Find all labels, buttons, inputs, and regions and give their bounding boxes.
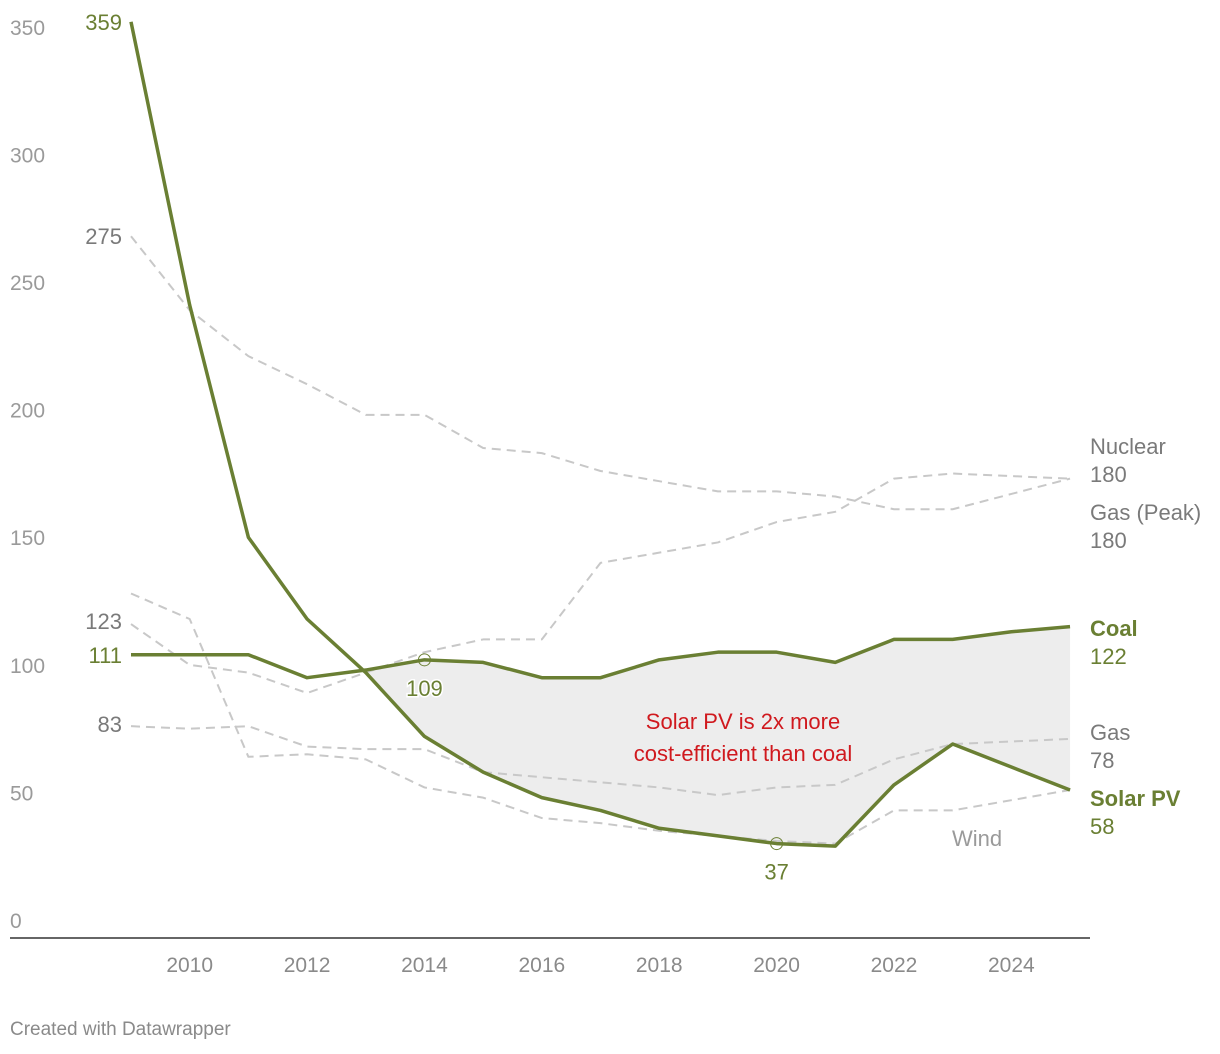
highlight-marker [770, 837, 784, 851]
highlight-value-label: 37 [764, 860, 788, 885]
y-tick-label: 200 [10, 400, 45, 423]
y-tick-label: 0 [10, 910, 22, 933]
annotation-line-1: Solar PV is 2x more [646, 709, 840, 734]
start-value-label: 83 [98, 712, 122, 737]
end-name-label-nuclear: Nuclear [1090, 434, 1166, 459]
x-tick-label: 2018 [636, 954, 683, 977]
x-tick-label: 2022 [871, 954, 918, 977]
start-value-label: 123 [85, 609, 122, 634]
x-tick-label: 2020 [753, 954, 800, 977]
end-value-label-gas-peak: 180 [1090, 528, 1127, 553]
end-name-label-gas: Gas [1090, 720, 1130, 745]
x-tick-label: 2012 [284, 954, 331, 977]
wind-series-label: Wind [952, 826, 1002, 851]
y-tick-label: 50 [10, 782, 33, 805]
x-tick-label: 2010 [166, 954, 213, 977]
series-line-gas [130, 725, 1071, 797]
end-name-label-coal: Coal [1090, 616, 1138, 641]
series-line-coal [131, 624, 1071, 680]
start-value-label: 275 [85, 224, 122, 249]
end-value-label-solar-pv: 58 [1090, 814, 1114, 839]
series-line-gas-peak [130, 472, 1071, 695]
y-tick-label: 350 [10, 17, 45, 40]
annotation-line-2: cost-efficient than coal [634, 741, 853, 766]
y-tick-label: 150 [10, 527, 45, 550]
series-line-solar-pv [129, 21, 1071, 848]
shaded-gap-area [365, 626, 1071, 847]
series-line-nuclear [130, 235, 1071, 511]
y-tick-label: 300 [10, 144, 45, 167]
start-value-label: 111 [89, 643, 122, 668]
x-tick-label: 2016 [518, 954, 565, 977]
y-tick-label: 100 [10, 655, 45, 678]
end-value-label-coal: 122 [1090, 644, 1127, 669]
series-line-wind [130, 592, 1071, 845]
start-value-label: 359 [85, 10, 122, 35]
highlight-marker [417, 653, 431, 667]
highlight-value-label: 109 [406, 676, 443, 701]
end-name-label-gas-peak: Gas (Peak) [1090, 500, 1201, 525]
end-name-label-solar-pv: Solar PV [1090, 786, 1181, 811]
end-value-label-nuclear: 180 [1090, 462, 1127, 487]
y-tick-label: 250 [10, 272, 45, 295]
x-tick-label: 2014 [401, 954, 448, 977]
end-value-label-gas: 78 [1090, 748, 1114, 773]
credit-footer: Created with Datawrapper [10, 1019, 231, 1040]
x-tick-label: 2024 [988, 954, 1035, 977]
